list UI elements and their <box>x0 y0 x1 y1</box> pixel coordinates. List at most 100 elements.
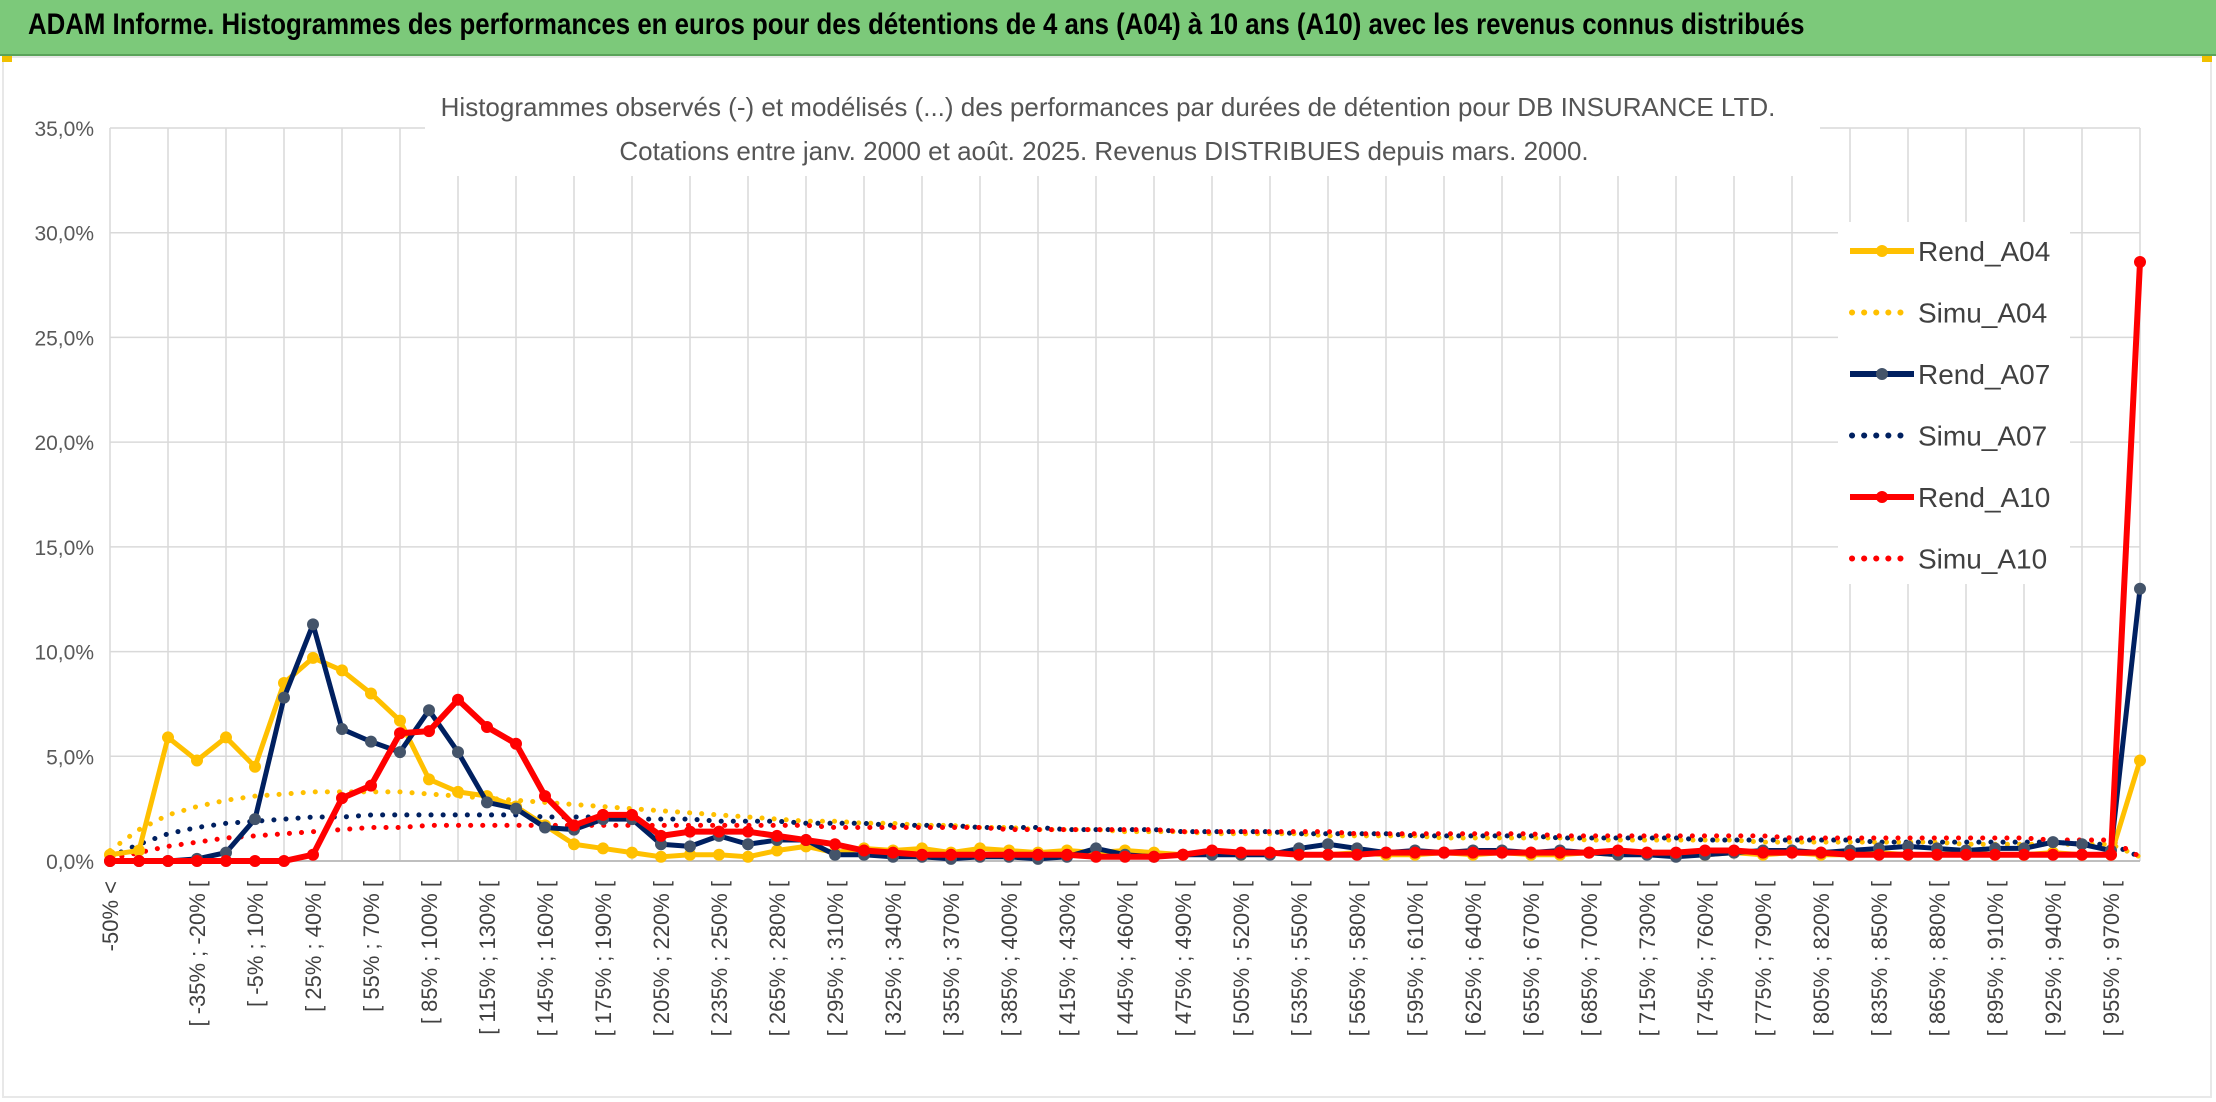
data-point <box>220 855 232 867</box>
data-point <box>452 746 464 759</box>
data-point <box>1728 844 1740 857</box>
data-point <box>278 855 290 867</box>
x-tick-label: [ -35% ; -20% [ <box>185 881 210 1027</box>
legend-background <box>1838 222 2070 584</box>
x-tick-label: [ 835% ; 850% [ <box>1867 881 1892 1036</box>
data-point <box>597 808 609 821</box>
data-point <box>452 785 464 798</box>
data-point <box>1873 848 1885 861</box>
data-point <box>742 838 754 851</box>
data-point <box>1554 846 1566 859</box>
data-point <box>1844 848 1856 861</box>
data-point <box>510 802 522 815</box>
data-point <box>2047 848 2059 861</box>
data-point <box>916 848 928 861</box>
data-point <box>1786 846 1798 859</box>
x-tick-label: [ 775% ; 790% [ <box>1751 881 1776 1036</box>
x-tick-label: -50% < <box>98 881 123 951</box>
x-tick-label: [ 685% ; 700% [ <box>1577 881 1602 1036</box>
data-point <box>1525 846 1537 859</box>
legend-marker <box>1876 491 1888 503</box>
data-point <box>278 691 290 704</box>
data-point <box>133 855 145 867</box>
data-point <box>1264 846 1276 859</box>
data-point <box>307 618 319 631</box>
data-point <box>452 693 464 706</box>
x-tick-label: [ 895% ; 910% [ <box>1983 881 2008 1036</box>
legend-item-rend-a04: Rend_A04 <box>1850 236 2050 267</box>
x-tick-label: [ 145% ; 160% [ <box>533 881 558 1036</box>
frame-corner-top-right <box>2202 56 2212 62</box>
y-tick-label: 25,0% <box>34 327 94 350</box>
data-point <box>1061 848 1073 861</box>
series-rend-a07 <box>104 582 2146 867</box>
legend-item-rend-a10: Rend_A10 <box>1850 482 2050 513</box>
x-tick-label: [ 505% ; 520% [ <box>1229 881 1254 1036</box>
x-tick-label: [ 55% ; 70% [ <box>359 881 384 1012</box>
data-point <box>713 825 725 838</box>
data-point <box>2134 582 2146 595</box>
series-line <box>110 261 2143 864</box>
y-axis: 0,0% 5,0% 10,0% 15,0% 20,0% 25,0% 30,0% 35,0% <box>34 118 94 874</box>
data-point <box>1322 838 1334 851</box>
x-tick-label: [ 535% ; 550% [ <box>1287 881 1312 1036</box>
report-banner: ADAM Informe. Histogrammes des performan… <box>0 0 2216 56</box>
data-point <box>220 731 232 744</box>
data-point <box>394 727 406 740</box>
data-point <box>974 848 986 861</box>
chart-frame <box>2 56 2212 1098</box>
data-point <box>2018 848 2030 861</box>
data-point <box>1467 846 1479 859</box>
data-point <box>771 829 783 842</box>
data-point <box>742 850 754 863</box>
y-tick-label: 15,0% <box>34 537 94 560</box>
data-point <box>1989 848 2001 861</box>
data-point <box>365 687 377 700</box>
data-point <box>423 704 435 717</box>
data-point <box>191 754 203 767</box>
data-point <box>1757 846 1769 859</box>
frame-corner-top-left <box>2 56 12 62</box>
x-tick-label: [ 85% ; 100% [ <box>417 881 442 1024</box>
legend-marker <box>1876 368 1888 380</box>
legend-label: Simu_A04 <box>1918 298 2047 329</box>
data-point <box>1090 850 1102 863</box>
data-point <box>539 790 551 803</box>
series-lines <box>104 256 2146 867</box>
series-line <box>107 822 2143 862</box>
data-point <box>1032 848 1044 861</box>
x-tick-label: [ 655% ; 670% [ <box>1519 881 1544 1036</box>
data-point <box>1322 848 1334 861</box>
x-tick-label: [ -5% ; 10% [ <box>243 881 268 1007</box>
series-line <box>109 655 2143 860</box>
x-tick-label: [ 595% ; 610% [ <box>1403 881 1428 1036</box>
data-point <box>713 848 725 861</box>
data-point <box>104 855 116 867</box>
data-point <box>1235 846 1247 859</box>
y-tick-label: 35,0% <box>34 118 94 141</box>
data-point <box>336 792 348 805</box>
legend-item-simu-a04: Simu_A04 <box>1849 298 2047 329</box>
x-tick-label: [ 385% ; 400% [ <box>997 881 1022 1036</box>
x-tick-label: [ 265% ; 280% [ <box>765 881 790 1036</box>
x-tick-label: [ 475% ; 490% [ <box>1171 881 1196 1036</box>
x-tick-label: [ 25% ; 40% [ <box>301 881 326 1012</box>
data-point <box>568 819 580 832</box>
report-title: ADAM Informe. Histogrammes des performan… <box>28 8 1805 41</box>
x-tick-label: [ 925% ; 940% [ <box>2041 881 2066 1036</box>
series-rend-a10 <box>104 256 2146 867</box>
series-line <box>110 588 2143 864</box>
data-point <box>568 838 580 851</box>
data-point <box>162 855 174 867</box>
data-point <box>1177 848 1189 861</box>
data-point <box>829 848 841 861</box>
legend-item-rend-a07: Rend_A07 <box>1850 359 2050 390</box>
legend-item-simu-a10: Simu_A10 <box>1849 544 2047 575</box>
data-point <box>626 808 638 821</box>
data-point <box>539 821 551 834</box>
y-tick-label: 10,0% <box>34 642 94 665</box>
data-point <box>249 760 261 773</box>
data-point <box>1960 848 1972 861</box>
x-tick-label: [ 805% ; 820% [ <box>1809 881 1834 1036</box>
